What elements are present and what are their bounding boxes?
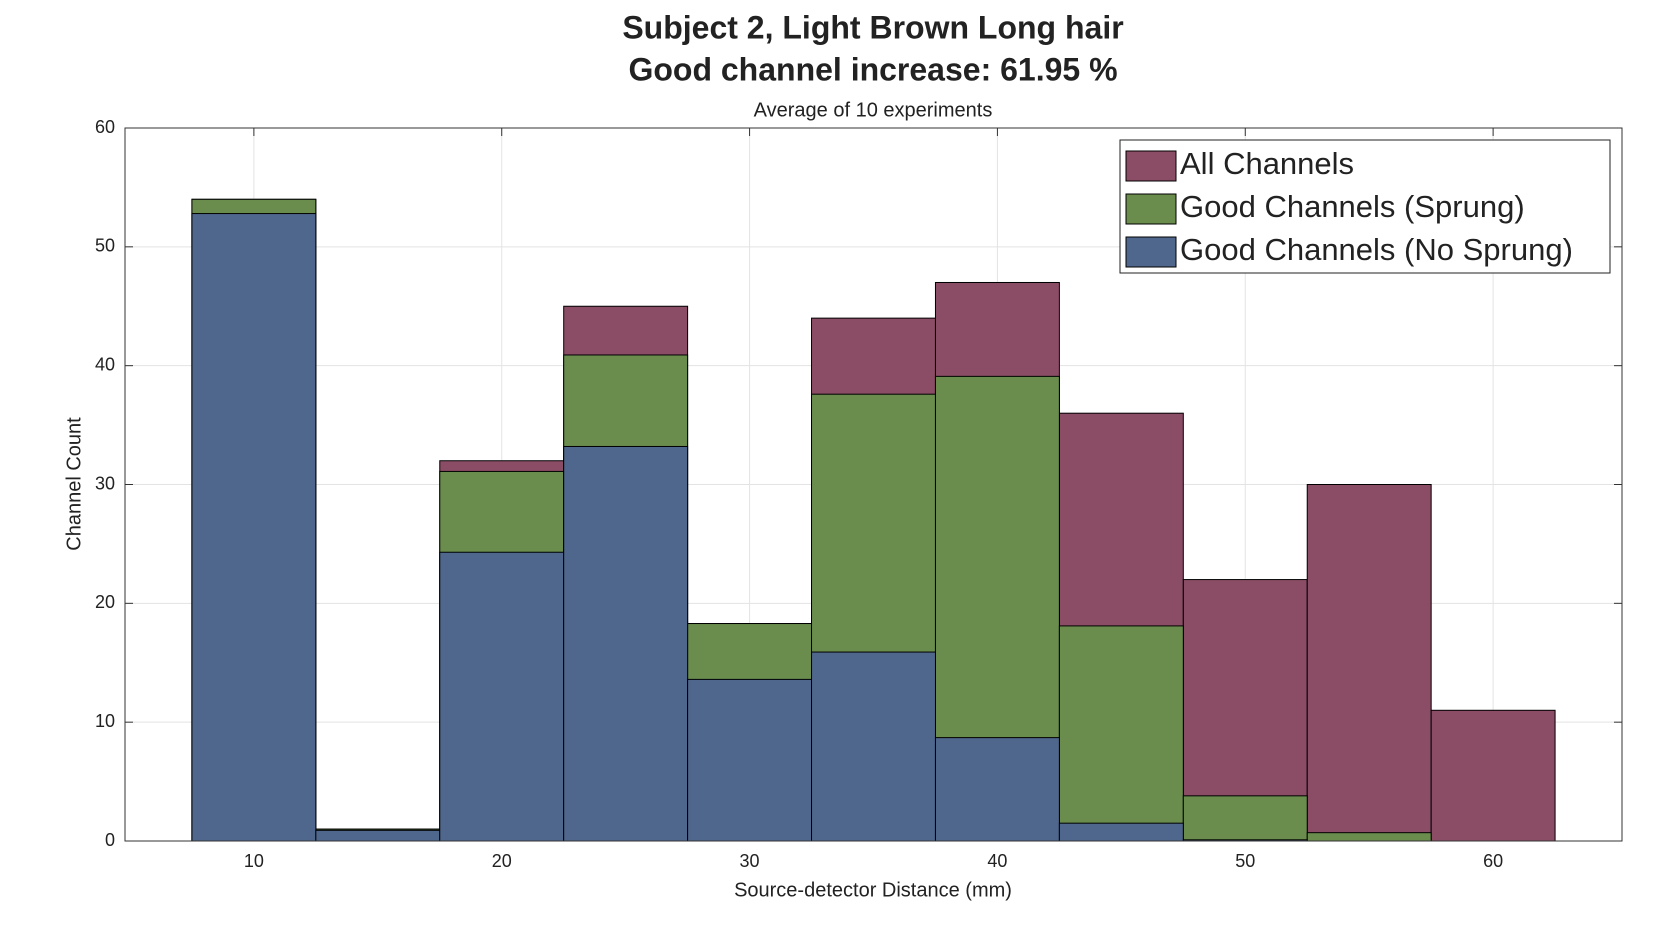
y-tick-label: 20 <box>95 592 115 612</box>
y-tick-label: 60 <box>95 117 115 137</box>
legend-label: Good Channels (No Sprung) <box>1180 232 1573 267</box>
legend-label: All Channels <box>1180 146 1354 181</box>
legend-swatch <box>1125 150 1177 182</box>
x-tick-label: 40 <box>987 851 1007 871</box>
y-tick-label: 40 <box>95 354 115 374</box>
bar <box>1058 822 1184 842</box>
bar <box>439 551 565 842</box>
bar <box>1306 484 1432 842</box>
plot-frame <box>124 127 1623 842</box>
bar <box>191 213 317 842</box>
bar <box>934 737 1060 842</box>
chart-subtitle: Average of 10 experiments <box>754 99 993 121</box>
y-tick-label: 30 <box>95 473 115 493</box>
legend-swatch <box>1125 236 1177 268</box>
y-tick-label: 50 <box>95 236 115 256</box>
bar <box>563 445 689 842</box>
bar <box>1306 832 1432 842</box>
x-tick-label: 20 <box>492 851 512 871</box>
bar <box>1058 625 1184 842</box>
x-tick-label: 10 <box>244 851 264 871</box>
y-axis-label: Channel Count <box>63 417 85 551</box>
x-tick-label: 50 <box>1235 851 1255 871</box>
bar <box>811 651 936 842</box>
y-tick-label: 10 <box>95 711 115 731</box>
legend-swatch <box>1125 193 1177 225</box>
chart-title: Subject 2, Light Brown Long hair <box>622 9 1123 45</box>
bar <box>1430 709 1556 842</box>
chart-title: Good channel increase: 61.95 % <box>628 51 1117 87</box>
legend-box <box>1119 139 1611 274</box>
x-tick-label: 30 <box>740 851 760 871</box>
bar <box>687 678 813 842</box>
x-axis-label: Source-detector Distance (mm) <box>734 879 1012 901</box>
x-tick-label: 60 <box>1483 851 1503 871</box>
bar <box>1182 795 1308 842</box>
y-tick-label: 0 <box>105 830 115 850</box>
bar <box>315 829 441 842</box>
legend-label: Good Channels (Sprung) <box>1180 189 1525 224</box>
